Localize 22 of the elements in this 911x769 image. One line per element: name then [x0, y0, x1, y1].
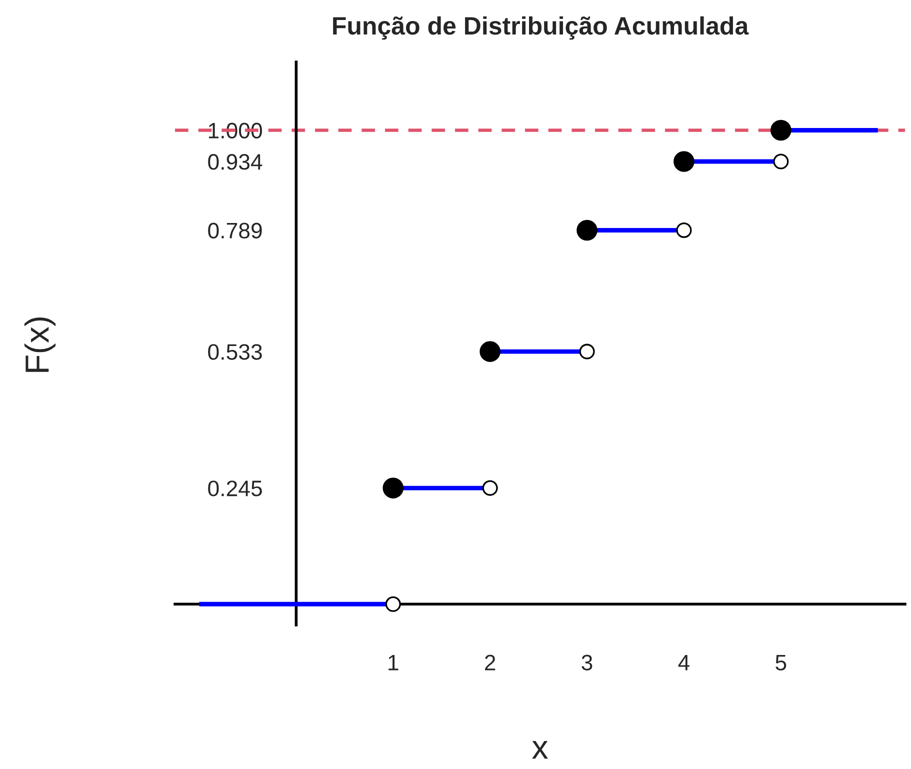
x-tick-label: 4: [678, 654, 690, 670]
x-tick-label: 1: [388, 654, 398, 670]
point: [482, 480, 498, 496]
point: [576, 220, 598, 241]
point: [676, 222, 692, 238]
point: [773, 154, 789, 170]
x-axis-title: x: [532, 741, 548, 759]
y-tick-label: 0.789: [208, 222, 262, 239]
y-axis-title: F(x): [24, 317, 56, 372]
point: [385, 596, 401, 612]
y-tick-label: 0.934: [208, 154, 262, 170]
point: [770, 120, 792, 141]
y-tick-label: 0.533: [208, 344, 262, 360]
x-tick-label: 3: [582, 654, 592, 670]
x-tick-label: 2: [485, 654, 496, 670]
point: [480, 341, 500, 362]
point: [579, 344, 595, 360]
chart-title: Função de Distribuição Acumulada: [333, 16, 749, 40]
y-tick-label: 0.245: [208, 480, 262, 496]
point: [674, 151, 694, 172]
point: [382, 478, 404, 498]
x-tick-label: 5: [776, 654, 786, 670]
